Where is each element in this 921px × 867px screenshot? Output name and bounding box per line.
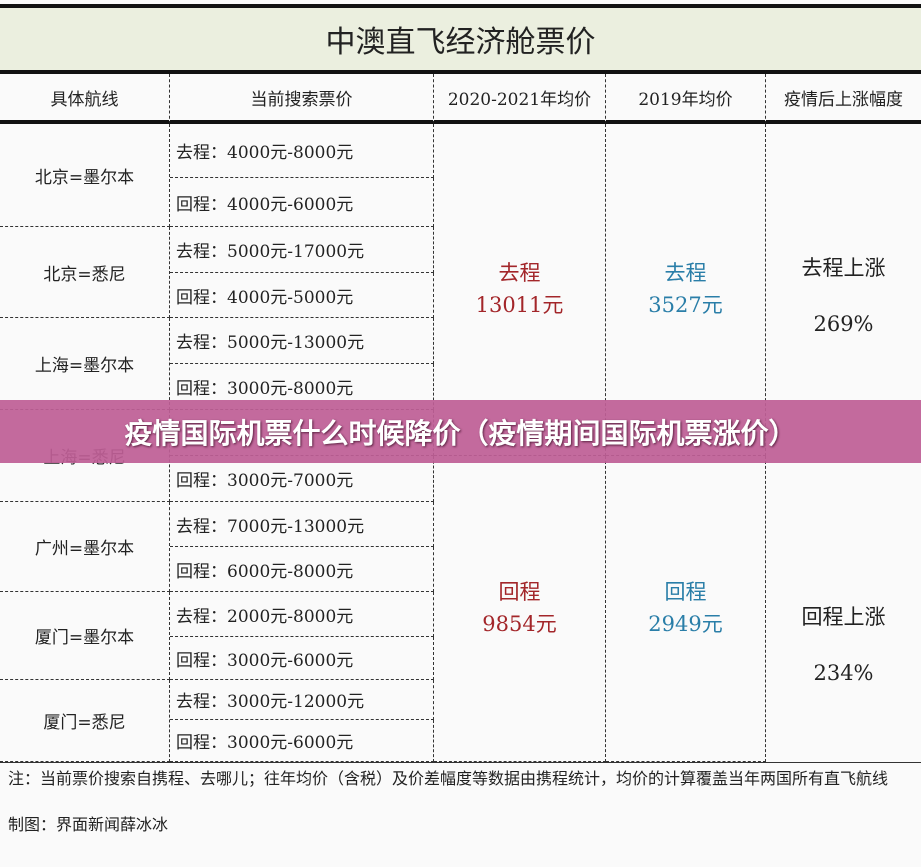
return-price: 回程：3000元-6000元: [170, 637, 434, 680]
value: 9854元: [482, 611, 557, 636]
value: 269%: [813, 312, 874, 336]
rise-outbound: 去程上涨 269%: [766, 124, 921, 464]
label: 去程: [664, 261, 707, 285]
table-title: 中澳直飞经济舱票价: [0, 4, 921, 74]
avg2019-return: 回程 2949元: [606, 456, 766, 762]
return-price: 回程：6000元-8000元: [170, 547, 434, 592]
return-price: 回程：3000元-7000元: [170, 456, 434, 502]
value: 3527元: [648, 292, 723, 317]
column-header: 2020-2021年均价: [434, 74, 606, 124]
route-name: 广州=墨尔本: [0, 502, 170, 592]
route-name: 厦门=墨尔本: [0, 592, 170, 680]
return-price: 回程：3000元-6000元: [170, 720, 434, 762]
avg2020-outbound: 去程 13011元: [434, 124, 606, 456]
outbound-price: 去程：2000元-8000元: [170, 592, 434, 637]
value: 234%: [813, 661, 874, 685]
avg2020-return: 回程 9854元: [434, 456, 606, 762]
value: 13011元: [475, 292, 564, 317]
column-header: 当前搜索票价: [170, 74, 434, 124]
outbound-price: 去程：4000元-8000元: [170, 124, 434, 178]
outbound-price: 去程：5000元-13000元: [170, 318, 434, 364]
value: 2949元: [648, 611, 723, 636]
route-name: 厦门=悉尼: [0, 680, 170, 762]
label: 去程: [498, 261, 541, 285]
label: 回程上涨: [801, 605, 886, 629]
column-header: 2019年均价: [606, 74, 766, 124]
outbound-price: 去程：7000元-13000元: [170, 502, 434, 547]
footnote: 注：当前票价搜索自携程、去哪儿；往年均价（含税）及价差幅度等数据由携程统计，均价…: [0, 762, 921, 867]
column-header: 具体航线: [0, 74, 170, 124]
label: 回程: [498, 580, 541, 604]
credit-text: 制图：界面新闻薛冰冰: [8, 815, 169, 834]
note-text: 注：当前票价搜索自携程、去哪儿；往年均价（含税）及价差幅度等数据由携程统计，均价…: [8, 769, 889, 788]
route-name: 北京=悉尼: [0, 227, 170, 318]
outbound-price: 去程：5000元-17000元: [170, 227, 434, 273]
rise-return: 回程上涨 234%: [766, 464, 921, 762]
route-name: 北京=墨尔本: [0, 124, 170, 227]
return-price: 回程：4000元-6000元: [170, 178, 434, 227]
outbound-price: 去程：3000元-12000元: [170, 680, 434, 720]
return-price: 回程：4000元-5000元: [170, 273, 434, 318]
column-header: 疫情后上涨幅度: [766, 74, 921, 124]
label: 去程上涨: [801, 256, 886, 280]
label: 回程: [664, 580, 707, 604]
overlay-banner: 疫情国际机票什么时候降价（疫情期间国际机票涨价）: [0, 400, 921, 463]
route-name: 上海=墨尔本: [0, 318, 170, 410]
